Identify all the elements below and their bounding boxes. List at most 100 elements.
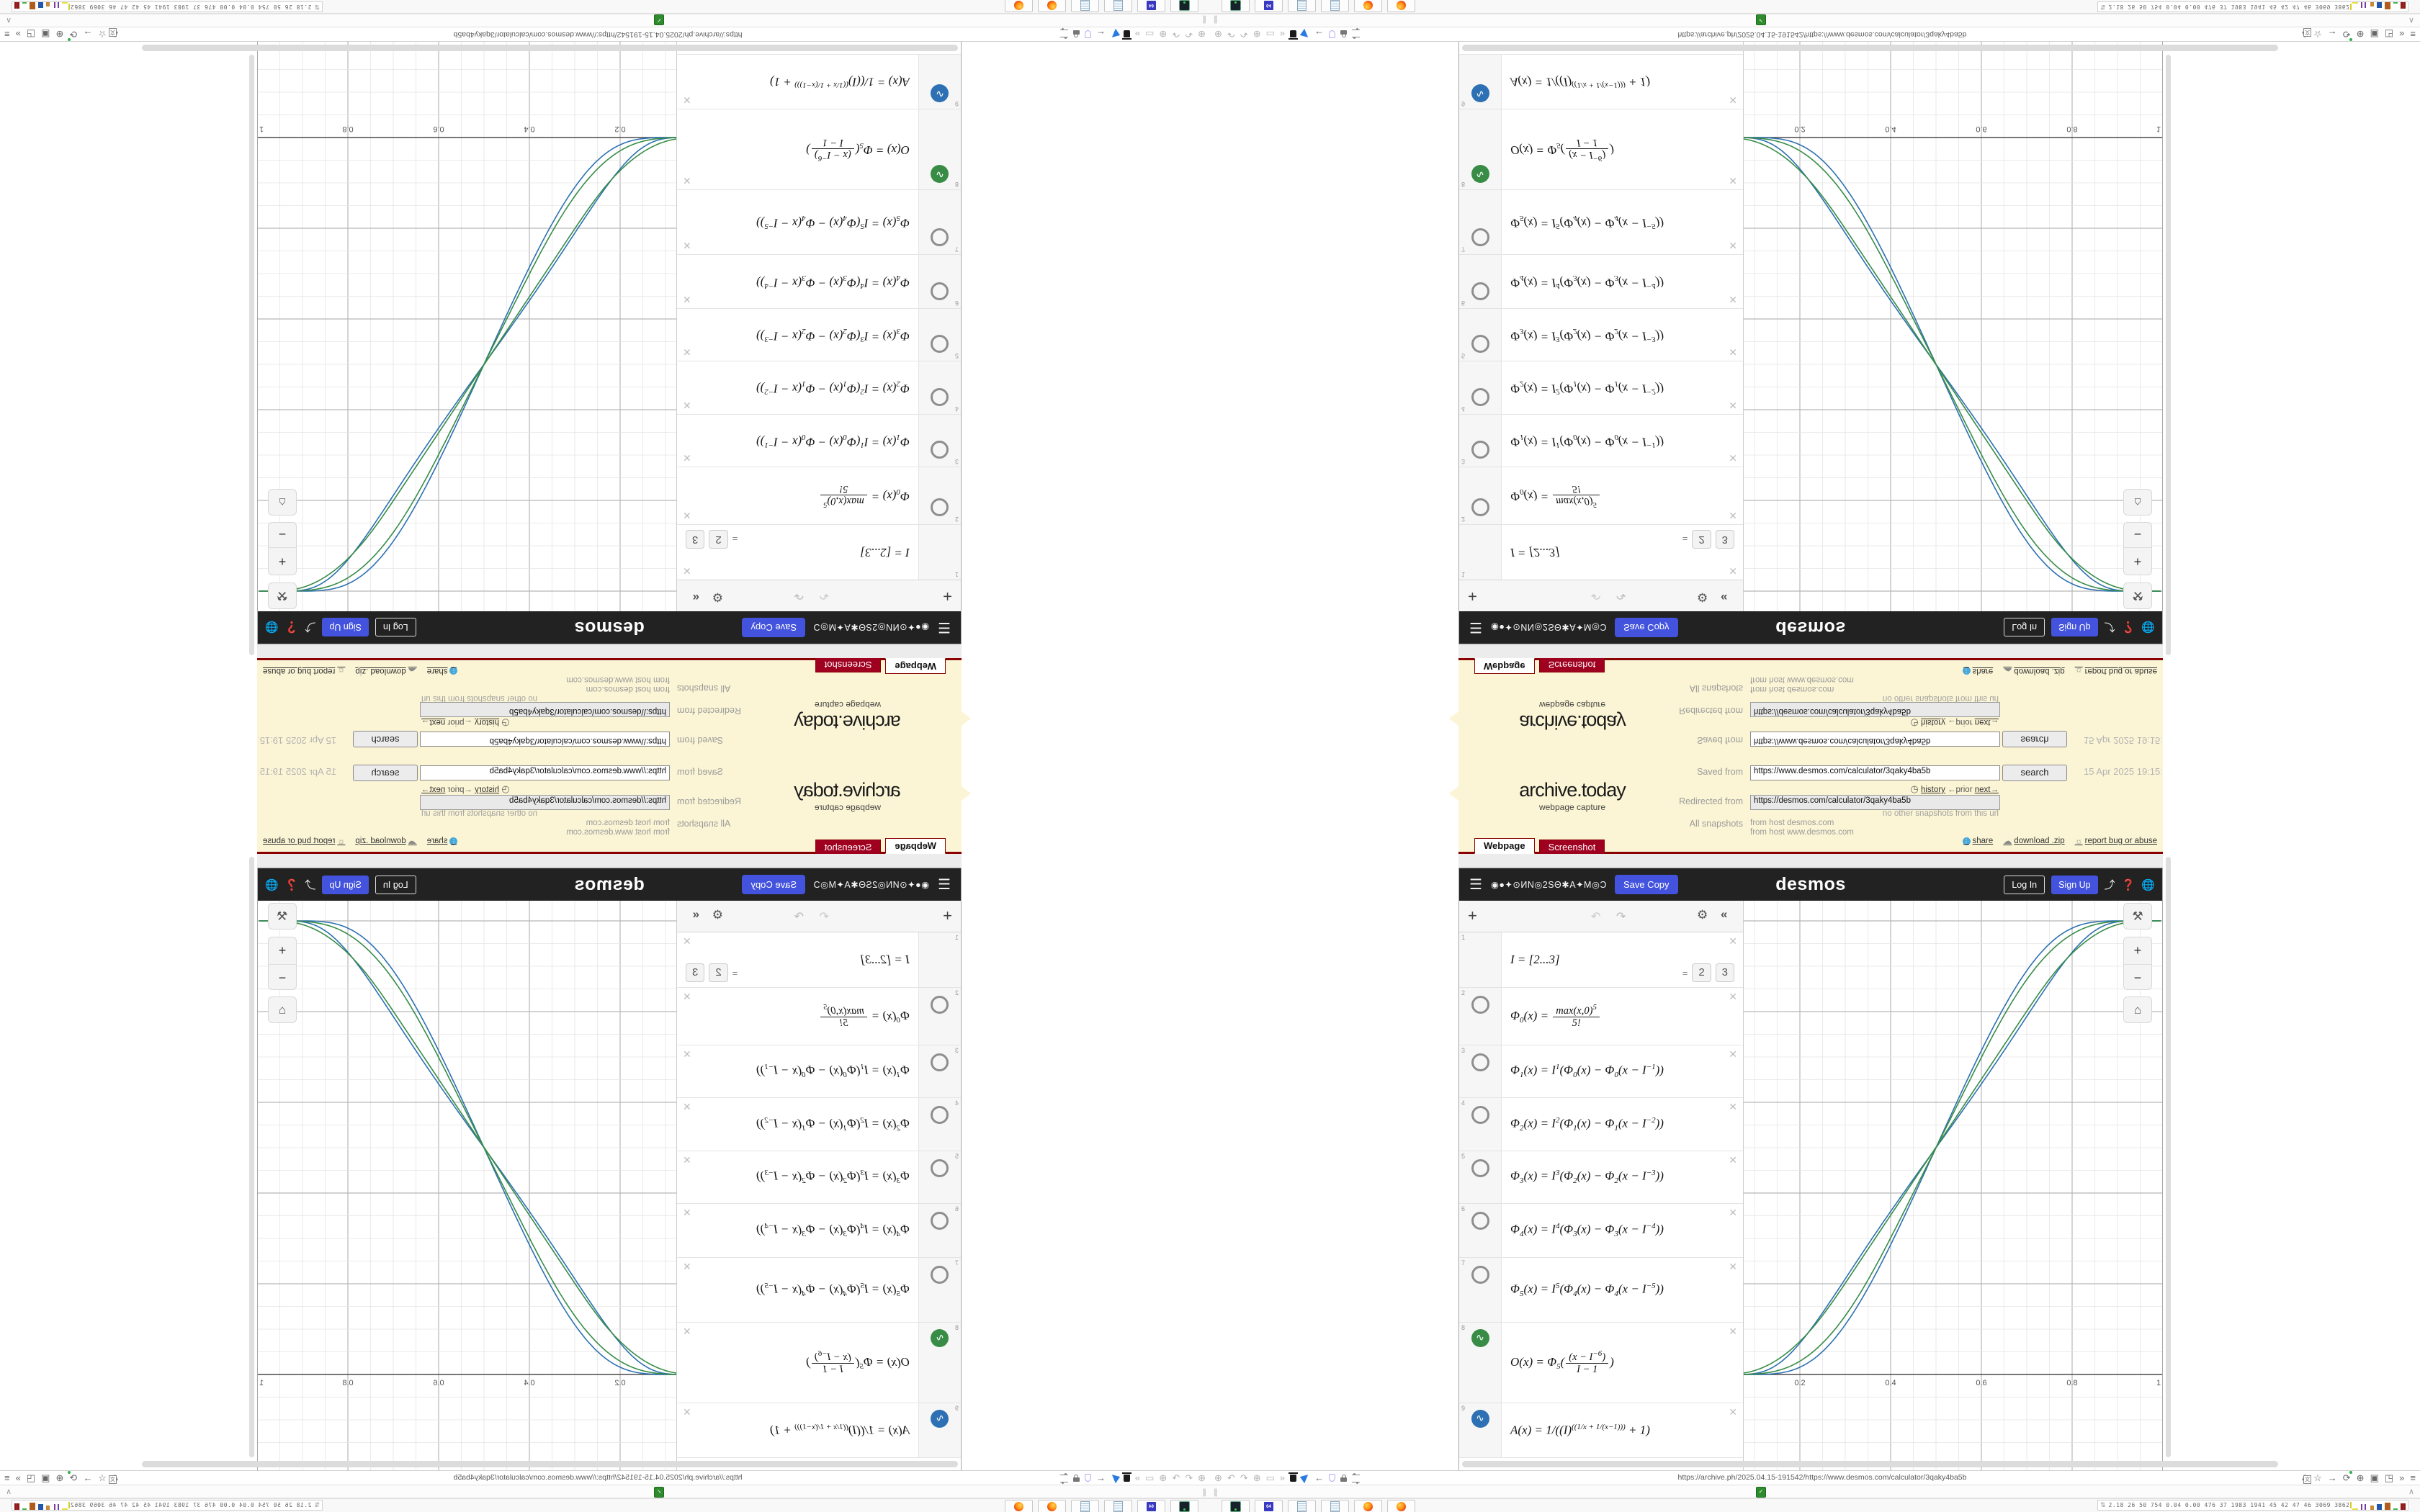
expression-content[interactable]: A(x) = 1/((I)((1/x + 1/(x−1))) + 1)	[677, 55, 918, 109]
extension-puzzle-icon[interactable]: ◳	[2384, 1472, 2394, 1483]
reload-icon[interactable]: ⟳	[69, 1472, 78, 1483]
globe-language-icon[interactable]: 🌐	[2141, 621, 2155, 634]
redo-icon[interactable]: ↷	[1240, 29, 1248, 40]
undo-icon[interactable]: ↶	[1185, 1472, 1193, 1483]
globe-icon[interactable]: ⊕	[55, 1472, 64, 1483]
download-zip-link[interactable]: ☁ download .zip	[355, 666, 417, 676]
help-icon[interactable]: ❓	[284, 621, 299, 634]
curve-O-I3[interactable]	[259, 138, 677, 592]
lock-icon[interactable]	[1340, 1474, 1348, 1482]
report-abuse-link[interactable]: ☼ report bug or abuse	[2074, 836, 2157, 846]
extension-puzzle-icon[interactable]: ◳	[26, 29, 36, 40]
expression-row[interactable]: 7 Φ5(x) = I5(Φ4(x) − Φ4(x − I−5)) ✕	[1459, 189, 1743, 254]
bookmark-star-icon[interactable]: ☆	[2313, 1472, 2322, 1483]
taskbar-app-notepad[interactable]	[1071, 1500, 1099, 1512]
expression-row[interactable]: 4 Φ2(x) = I2(Φ1(x) − Φ1(x − I−2)) ✕	[677, 1098, 961, 1151]
result-chip[interactable]: 2	[1692, 963, 1711, 982]
delete-expression-button[interactable]: ✕	[683, 1207, 691, 1218]
expression-row[interactable]: 5 Φ3(x) = I3(Φ2(x) − Φ2(x − I−3)) ✕	[1459, 1151, 1743, 1204]
send-icon[interactable]	[1299, 1472, 1312, 1484]
hidden-plot-toggle-icon[interactable]	[1471, 996, 1489, 1014]
expression-content[interactable]: Φ0(x) = max(x,0)5 5!	[1502, 988, 1743, 1045]
help-icon[interactable]: ❓	[284, 878, 299, 891]
collapse-panel-button[interactable]: «	[692, 591, 699, 605]
desmos-logo[interactable]: desmos	[574, 618, 645, 638]
forward-arrow-icon[interactable]: →	[83, 29, 93, 40]
expression-row[interactable]: 8 ∿ O(x) = Φ5((x − I−6) I − 1) ✕	[677, 109, 961, 189]
undo-icon[interactable]: ↶	[1227, 1472, 1235, 1483]
translate-icon[interactable]: A文	[108, 28, 118, 39]
expression-row[interactable]: 8 ∿ O(x) = Φ5((x − I−6) I − 1) ✕	[1459, 109, 1743, 189]
history-link[interactable]: history	[475, 718, 500, 726]
expression-content[interactable]: Φ2(x) = I2(Φ1(x) − Φ1(x − I−2))	[1502, 1098, 1743, 1151]
system-monitor-widget[interactable]: ⇅ 2.18 26 50 754 0.04 0.00 476 37 1983 1…	[12, 1, 323, 12]
zoom-out-button[interactable]: −	[2133, 971, 2142, 985]
expression-row[interactable]: 5 Φ3(x) = I3(Φ2(x) − Φ2(x − I−3)) ✕	[677, 1151, 961, 1204]
result-chip[interactable]: 3	[686, 530, 705, 549]
expression-row[interactable]: 1 I = [2...3] ✕ = 2 3	[677, 524, 961, 580]
banner-tab-webpage[interactable]: Webpage	[1474, 838, 1535, 854]
container-icon[interactable]: ▣	[41, 29, 50, 40]
curve-O-I2[interactable]	[1744, 137, 2161, 592]
expression-row[interactable]: 3 Φ1(x) = I1(Φ0(x) − Φ0(x − I−1)) ✕	[1459, 1045, 1743, 1098]
expression-row[interactable]: 7 Φ5(x) = I5(Φ4(x) − Φ4(x − I−5)) ✕	[677, 1258, 961, 1323]
page-globe-icon[interactable]: ⊕	[1198, 1472, 1206, 1483]
share-link[interactable]: ⋮ share	[426, 837, 458, 845]
save-copy-button[interactable]: Save Copy	[1614, 618, 1678, 637]
host-link-1[interactable]: from host desmos.com	[586, 819, 670, 827]
forward-arrow-icon[interactable]: →	[2327, 29, 2337, 40]
hidden-plot-toggle-icon[interactable]	[931, 1212, 949, 1230]
result-chip[interactable]: 2	[709, 963, 728, 982]
taskbar-app-firefox[interactable]	[1038, 1500, 1066, 1512]
delete-expression-button[interactable]: ✕	[1729, 175, 1737, 186]
curve-O-I3[interactable]	[259, 920, 677, 1374]
delete-expression-button[interactable]: ✕	[1729, 1326, 1737, 1337]
redirected-from-input[interactable]: https://desmos.com/calculator/3qaky4ba5b	[1750, 702, 2000, 717]
hidden-plot-toggle-icon[interactable]	[931, 228, 949, 246]
add-expression-button[interactable]: +	[943, 588, 952, 606]
expression-content[interactable]: Φ2(x) = I2(Φ1(x) − Φ1(x − I−2))	[1502, 361, 1743, 414]
collapse-panel-button[interactable]: «	[1721, 907, 1728, 921]
report-abuse-link[interactable]: ☼ report bug or abuse	[263, 666, 346, 676]
tune-icon[interactable]	[1352, 30, 1361, 37]
save-copy-button[interactable]: Save Copy	[1614, 875, 1678, 894]
host-link-2[interactable]: from host www.desmos.com	[1750, 828, 1854, 837]
expression-row[interactable]: 8 ∿ O(x) = Φ5((x − I−6) I − 1) ✕	[1459, 1323, 1743, 1403]
hidden-plot-toggle-icon[interactable]	[1471, 335, 1489, 353]
expression-content[interactable]: Φ4(x) = I4(Φ3(x) − Φ3(x − I−4))	[1502, 1204, 1743, 1257]
menu-icon[interactable]: ≡	[4, 1472, 10, 1483]
expression-content[interactable]: O(x) = Φ5((x − I−6) I − 1)	[677, 109, 918, 189]
active-tab-favicon[interactable]: ✓	[654, 1487, 664, 1498]
vertical-scrollbar[interactable]	[2166, 857, 2171, 1457]
menu-icon[interactable]: ≡	[2410, 1472, 2416, 1483]
globe-icon[interactable]: ⊕	[2356, 29, 2365, 40]
download-zip-link[interactable]: ☁ download .zip	[2003, 836, 2065, 846]
url-text[interactable]: https://archive.ph/2025.04.15-191542/htt…	[1677, 1473, 1967, 1482]
delete-expression-button[interactable]: ✕	[683, 510, 691, 521]
lock-icon[interactable]	[1072, 30, 1080, 35]
delete-expression-button[interactable]: ✕	[683, 1101, 691, 1112]
overflow-chevrons-icon[interactable]: »	[1134, 1472, 1141, 1483]
result-chip[interactable]: 3	[1715, 530, 1734, 549]
menu-icon[interactable]: ≡	[2410, 29, 2416, 40]
share-link[interactable]: ⋮ share	[1962, 837, 1994, 845]
trash-icon[interactable]	[1123, 1474, 1130, 1482]
graph-title[interactable]: ◉●✦⊙ИN◎2SΘ✱A✦M◎Ɔ…	[1490, 880, 1606, 890]
expression-content[interactable]: Φ5(x) = I5(Φ4(x) − Φ4(x − I−5))	[1502, 1258, 1743, 1322]
trash-icon[interactable]	[1289, 1472, 1299, 1482]
vertical-scrollbar[interactable]	[2166, 55, 2171, 655]
graph-title[interactable]: ◉●✦⊙ИN◎2SΘ✱A✦M◎Ɔ…	[814, 880, 930, 890]
delete-expression-button[interactable]: ✕	[683, 1326, 691, 1337]
sign-up-button[interactable]: Sign Up	[322, 875, 369, 894]
reload-icon[interactable]: ⟳	[69, 29, 78, 40]
send-icon[interactable]	[1299, 28, 1312, 40]
expression-content[interactable]: Φ3(x) = I3(Φ2(x) − Φ2(x − I−3))	[677, 1151, 918, 1203]
saved-from-input[interactable]: https://www.desmos.com/calculator/3qaky4…	[1750, 732, 2000, 747]
expression-content[interactable]: Φ0(x) = max(x,0)5 5!	[677, 467, 918, 524]
expression-content[interactable]: Φ1(x) = I1(Φ0(x) − Φ0(x − I−1))	[677, 415, 918, 467]
search-button[interactable]: search	[353, 731, 418, 747]
search-button[interactable]: search	[2002, 731, 2067, 747]
globe-icon[interactable]: ⊕	[1159, 1472, 1168, 1483]
prior-link[interactable]: ←prior	[1948, 786, 1973, 794]
expression-content[interactable]: Φ2(x) = I2(Φ1(x) − Φ1(x − I−2))	[677, 1098, 918, 1151]
